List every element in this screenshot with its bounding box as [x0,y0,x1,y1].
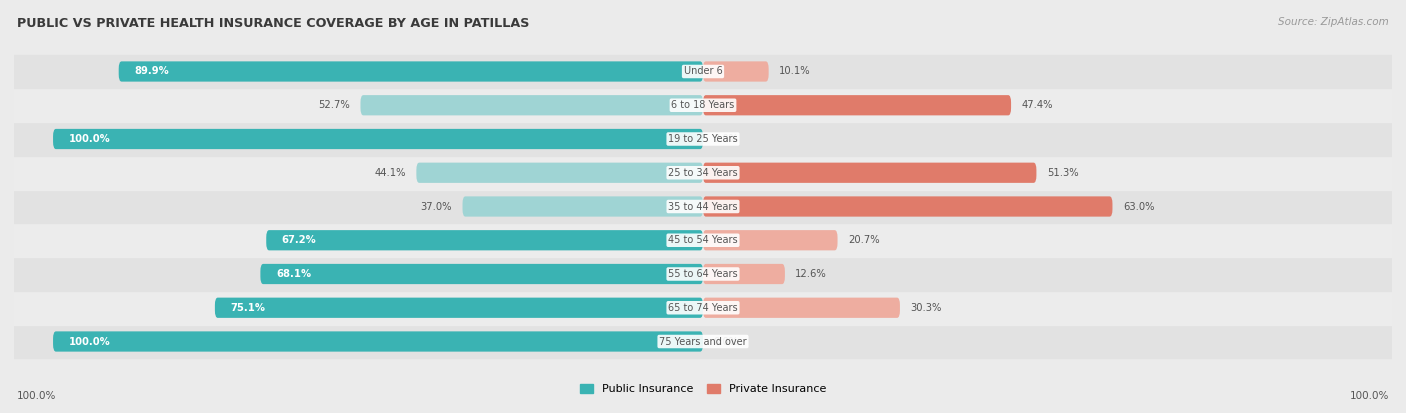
Text: 75.1%: 75.1% [231,303,266,313]
Text: 65 to 74 Years: 65 to 74 Years [668,303,738,313]
Text: 75 Years and over: 75 Years and over [659,337,747,347]
Text: 37.0%: 37.0% [420,202,453,211]
Text: PUBLIC VS PRIVATE HEALTH INSURANCE COVERAGE BY AGE IN PATILLAS: PUBLIC VS PRIVATE HEALTH INSURANCE COVER… [17,17,529,29]
Bar [0,156,1406,190]
Text: Under 6: Under 6 [683,66,723,76]
Text: 55 to 64 Years: 55 to 64 Years [668,269,738,279]
Bar [0,190,1406,223]
Text: 100.0%: 100.0% [69,134,111,144]
Text: 25 to 34 Years: 25 to 34 Years [668,168,738,178]
Text: 30.3%: 30.3% [910,303,942,313]
Text: Source: ZipAtlas.com: Source: ZipAtlas.com [1278,17,1389,26]
Legend: Public Insurance, Private Insurance: Public Insurance, Private Insurance [575,380,831,399]
Text: 44.1%: 44.1% [374,168,406,178]
Text: 68.1%: 68.1% [276,269,311,279]
FancyBboxPatch shape [53,331,703,351]
Bar [0,88,1406,122]
FancyBboxPatch shape [463,196,703,217]
FancyBboxPatch shape [360,95,703,115]
Text: 67.2%: 67.2% [281,235,316,245]
FancyBboxPatch shape [416,163,703,183]
FancyBboxPatch shape [260,264,703,284]
Text: 6 to 18 Years: 6 to 18 Years [672,100,734,110]
Text: 51.3%: 51.3% [1047,168,1078,178]
Text: 45 to 54 Years: 45 to 54 Years [668,235,738,245]
Bar [0,291,1406,325]
Text: 19 to 25 Years: 19 to 25 Years [668,134,738,144]
FancyBboxPatch shape [703,230,838,250]
Text: 100.0%: 100.0% [17,391,56,401]
FancyBboxPatch shape [703,298,900,318]
Text: 100.0%: 100.0% [1350,391,1389,401]
FancyBboxPatch shape [703,163,1036,183]
Bar [0,122,1406,156]
Text: 0.0%: 0.0% [713,134,738,144]
FancyBboxPatch shape [703,95,1011,115]
Bar [0,223,1406,257]
Text: 47.4%: 47.4% [1022,100,1053,110]
FancyBboxPatch shape [266,230,703,250]
Bar [0,257,1406,291]
Text: 35 to 44 Years: 35 to 44 Years [668,202,738,211]
FancyBboxPatch shape [53,129,703,149]
Text: 0.0%: 0.0% [713,337,738,347]
FancyBboxPatch shape [215,298,703,318]
Text: 10.1%: 10.1% [779,66,811,76]
Text: 63.0%: 63.0% [1123,202,1154,211]
Bar [0,325,1406,358]
FancyBboxPatch shape [118,62,703,82]
FancyBboxPatch shape [703,196,1112,217]
FancyBboxPatch shape [703,62,769,82]
Text: 20.7%: 20.7% [848,235,880,245]
Text: 52.7%: 52.7% [318,100,350,110]
Bar [0,55,1406,88]
Text: 100.0%: 100.0% [69,337,111,347]
Text: 89.9%: 89.9% [135,66,169,76]
FancyBboxPatch shape [703,264,785,284]
Text: 12.6%: 12.6% [796,269,827,279]
